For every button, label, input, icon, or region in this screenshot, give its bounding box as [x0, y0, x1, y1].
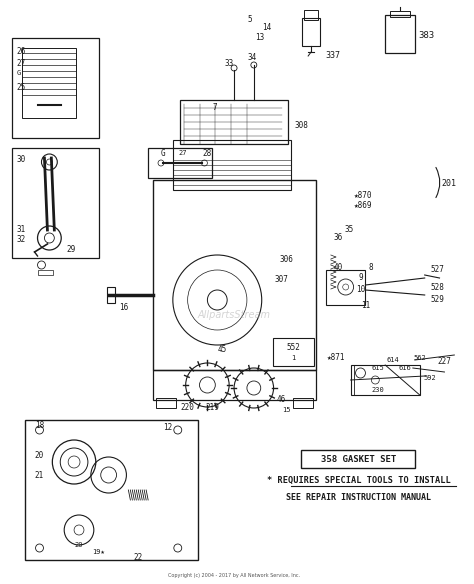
Text: 529: 529 — [430, 296, 445, 304]
Text: 337: 337 — [325, 50, 340, 60]
Text: 306: 306 — [280, 256, 293, 265]
Text: 33: 33 — [225, 58, 234, 68]
Text: 11: 11 — [361, 301, 370, 310]
Bar — [25, 420, 198, 560]
Bar — [156, 398, 176, 408]
Text: 30: 30 — [17, 155, 26, 165]
Text: 46: 46 — [277, 395, 286, 405]
Bar — [302, 18, 320, 46]
Text: 27: 27 — [179, 150, 187, 156]
Bar — [351, 365, 420, 395]
Bar — [173, 140, 292, 190]
Text: G: G — [17, 70, 21, 76]
Text: Copyright (c) 2004 - 2017 by All Network Service, Inc.: Copyright (c) 2004 - 2017 by All Network… — [168, 573, 300, 579]
Text: 18: 18 — [35, 420, 44, 429]
Bar — [22, 77, 76, 83]
Text: 32: 32 — [17, 235, 26, 245]
Text: 7: 7 — [212, 103, 217, 113]
Text: 15: 15 — [282, 407, 291, 413]
Text: 528: 528 — [430, 283, 445, 293]
Bar — [148, 148, 212, 178]
Bar — [273, 338, 314, 366]
Text: 34: 34 — [247, 54, 256, 62]
Bar — [22, 65, 76, 71]
Bar — [22, 48, 76, 118]
Text: 592: 592 — [423, 375, 436, 381]
Text: 31: 31 — [17, 225, 26, 235]
Bar — [385, 15, 415, 53]
Text: 40: 40 — [333, 263, 342, 273]
Text: 308: 308 — [294, 120, 308, 130]
Text: 25: 25 — [17, 84, 26, 92]
Text: 614: 614 — [387, 357, 400, 363]
Text: 615: 615 — [372, 365, 384, 371]
Text: 27: 27 — [17, 58, 26, 68]
Bar — [390, 11, 410, 17]
Text: 21: 21 — [35, 471, 44, 479]
Text: 8: 8 — [368, 263, 373, 273]
Text: 19★: 19★ — [92, 549, 105, 555]
Bar — [37, 270, 54, 275]
Text: 358 GASKET SET: 358 GASKET SET — [321, 454, 396, 464]
Bar — [301, 450, 415, 468]
Text: 10: 10 — [356, 286, 365, 294]
Bar — [153, 180, 316, 370]
Text: 1: 1 — [291, 355, 295, 361]
Bar — [153, 370, 316, 400]
Bar — [107, 287, 115, 303]
Text: ★870: ★870 — [354, 190, 372, 200]
Text: AllpartsStream: AllpartsStream — [198, 310, 271, 320]
Text: 230: 230 — [372, 387, 384, 393]
Text: 201: 201 — [441, 179, 456, 187]
Text: 36: 36 — [333, 234, 342, 242]
Text: ★869: ★869 — [354, 200, 372, 210]
Text: * REQUIRES SPECIAL TOOLS TO INSTALL: * REQUIRES SPECIAL TOOLS TO INSTALL — [267, 475, 450, 485]
Text: 552: 552 — [286, 343, 300, 353]
Bar — [22, 53, 76, 59]
Text: 28: 28 — [203, 148, 212, 158]
Bar — [180, 100, 288, 144]
Text: 20: 20 — [35, 450, 44, 460]
Text: 220: 220 — [181, 402, 195, 412]
Text: 12: 12 — [163, 423, 173, 433]
Text: 35: 35 — [344, 225, 353, 235]
Text: 9: 9 — [358, 273, 363, 283]
Bar — [304, 10, 318, 20]
Text: 219: 219 — [205, 402, 219, 412]
Text: 26: 26 — [17, 47, 26, 57]
Text: 16: 16 — [119, 304, 128, 312]
Text: 383: 383 — [419, 30, 435, 40]
Bar — [12, 148, 99, 258]
Text: 20: 20 — [75, 542, 83, 548]
Text: 29: 29 — [66, 245, 76, 255]
Text: G: G — [161, 148, 165, 158]
Bar — [326, 270, 365, 305]
Bar — [293, 398, 313, 408]
Text: 13: 13 — [255, 33, 264, 43]
Text: 22: 22 — [134, 554, 143, 562]
Text: 227: 227 — [438, 357, 451, 367]
Text: 307: 307 — [274, 276, 288, 284]
Bar — [22, 89, 76, 95]
Bar — [12, 38, 99, 138]
Text: SEE REPAIR INSTRUCTION MANUAL: SEE REPAIR INSTRUCTION MANUAL — [286, 493, 431, 502]
Text: 45: 45 — [218, 346, 227, 354]
Text: 5: 5 — [247, 16, 252, 25]
Text: 14: 14 — [262, 23, 271, 33]
Text: ★871: ★871 — [327, 353, 345, 363]
Text: 562: 562 — [413, 355, 426, 361]
Text: 527: 527 — [430, 266, 445, 274]
Text: 616: 616 — [399, 365, 411, 371]
